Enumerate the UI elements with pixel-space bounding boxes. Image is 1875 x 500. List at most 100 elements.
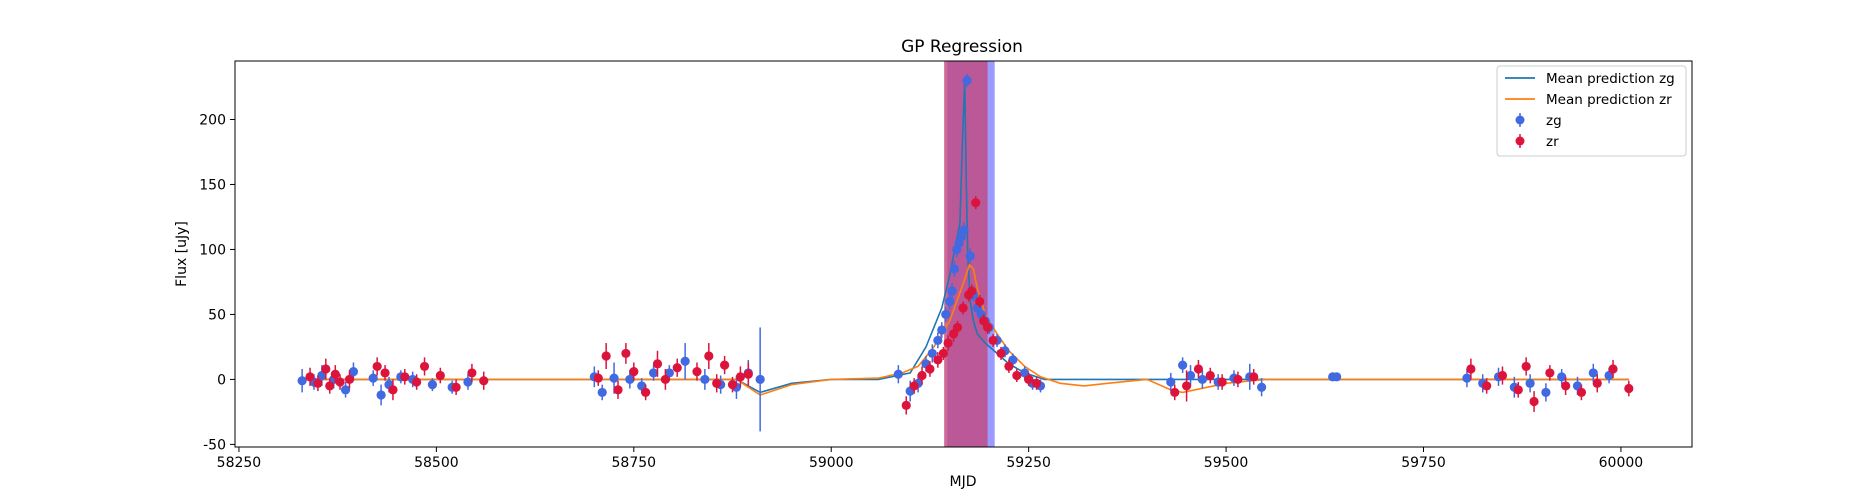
data-point [1529, 396, 1539, 407]
data-point [1181, 381, 1192, 391]
legend-label: Mean prediction zg [1546, 71, 1675, 87]
data-point [1513, 385, 1523, 395]
data-point [388, 385, 398, 395]
data-point [962, 75, 972, 86]
data-point [1545, 368, 1555, 378]
data-point [1233, 374, 1243, 385]
x-tick-label: 59500 [1204, 455, 1249, 471]
data-point [1178, 360, 1188, 370]
data-point [609, 373, 619, 383]
series-points-zr [305, 196, 1634, 415]
data-point [325, 381, 335, 391]
data-point [680, 356, 690, 366]
data-point [1249, 372, 1259, 382]
data-point [427, 380, 438, 390]
data-point [641, 387, 651, 398]
data-point [1466, 364, 1476, 374]
legend: Mean prediction zg Mean prediction zr zg zr [1496, 65, 1687, 157]
data-point [943, 338, 953, 348]
data-point [947, 286, 957, 296]
data-point [621, 348, 631, 359]
data-point [376, 390, 386, 400]
data-point [412, 377, 422, 387]
data-point [1592, 378, 1602, 388]
data-point [933, 335, 943, 346]
data-point [917, 370, 927, 381]
legend-label: zr [1546, 134, 1559, 150]
data-point [463, 377, 473, 387]
legend-label: Mean prediction zr [1546, 92, 1672, 108]
data-point [941, 309, 951, 320]
data-point [1608, 364, 1618, 374]
data-point [692, 367, 702, 377]
data-point [340, 385, 351, 395]
y-tick-label: 50 [208, 307, 226, 323]
data-point [743, 369, 753, 379]
data-point [1166, 377, 1176, 387]
data-point [597, 387, 607, 398]
data-point [1557, 372, 1567, 382]
data-point [305, 372, 315, 382]
data-point [1170, 387, 1180, 398]
data-point [344, 374, 355, 385]
data-point [704, 351, 714, 361]
data-point [755, 374, 765, 385]
data-point [330, 369, 340, 379]
data-point [613, 385, 623, 395]
data-point [467, 368, 477, 378]
data-point [1521, 361, 1531, 372]
data-point [735, 372, 746, 382]
data-point [648, 368, 659, 378]
data-point [400, 372, 410, 382]
data-point [1561, 381, 1571, 391]
data-point [629, 367, 639, 377]
data-point [975, 296, 985, 307]
data-point [1257, 382, 1267, 392]
y-tick-label: 200 [199, 112, 226, 128]
data-point [988, 335, 998, 346]
data-point [938, 348, 948, 359]
data-point [1576, 387, 1587, 398]
data-point [1024, 374, 1034, 385]
data-point [909, 381, 919, 391]
y-axis: -50 0 50 100 150 200 [199, 112, 235, 453]
data-point [1004, 361, 1014, 372]
legend-label: zg [1546, 113, 1562, 129]
data-point [372, 361, 382, 372]
data-point [479, 376, 489, 386]
data-point [297, 376, 307, 386]
y-tick-label: 150 [199, 177, 226, 193]
data-point [727, 380, 738, 390]
legend-frame [1496, 65, 1687, 157]
data-point [927, 348, 937, 359]
x-tick-label: 58250 [217, 455, 262, 471]
x-axis-label: MJD [950, 474, 977, 490]
data-point [348, 367, 359, 377]
data-point [1205, 370, 1215, 381]
data-point [419, 361, 430, 372]
data-point [1541, 387, 1551, 398]
data-point [1525, 378, 1535, 388]
chart-title: GP Regression [901, 37, 1023, 57]
data-point [982, 322, 993, 333]
data-point [958, 303, 968, 313]
data-point [1217, 377, 1227, 387]
x-tick-label: 58750 [612, 455, 657, 471]
data-point [967, 286, 977, 296]
axes-frame [234, 60, 1693, 448]
data-point [1012, 370, 1022, 381]
data-point [893, 369, 903, 379]
plot-area [234, 60, 1693, 448]
x-tick-label: 60000 [1599, 455, 1644, 471]
data-point [1193, 364, 1204, 374]
data-point [672, 363, 682, 373]
data-point [949, 264, 960, 274]
y-tick-label: 100 [199, 242, 226, 258]
data-point [321, 364, 331, 374]
x-tick-label: 58500 [414, 455, 459, 471]
data-point [712, 378, 722, 388]
data-point [959, 225, 969, 235]
data-point [1197, 374, 1207, 385]
data-point [720, 360, 730, 370]
